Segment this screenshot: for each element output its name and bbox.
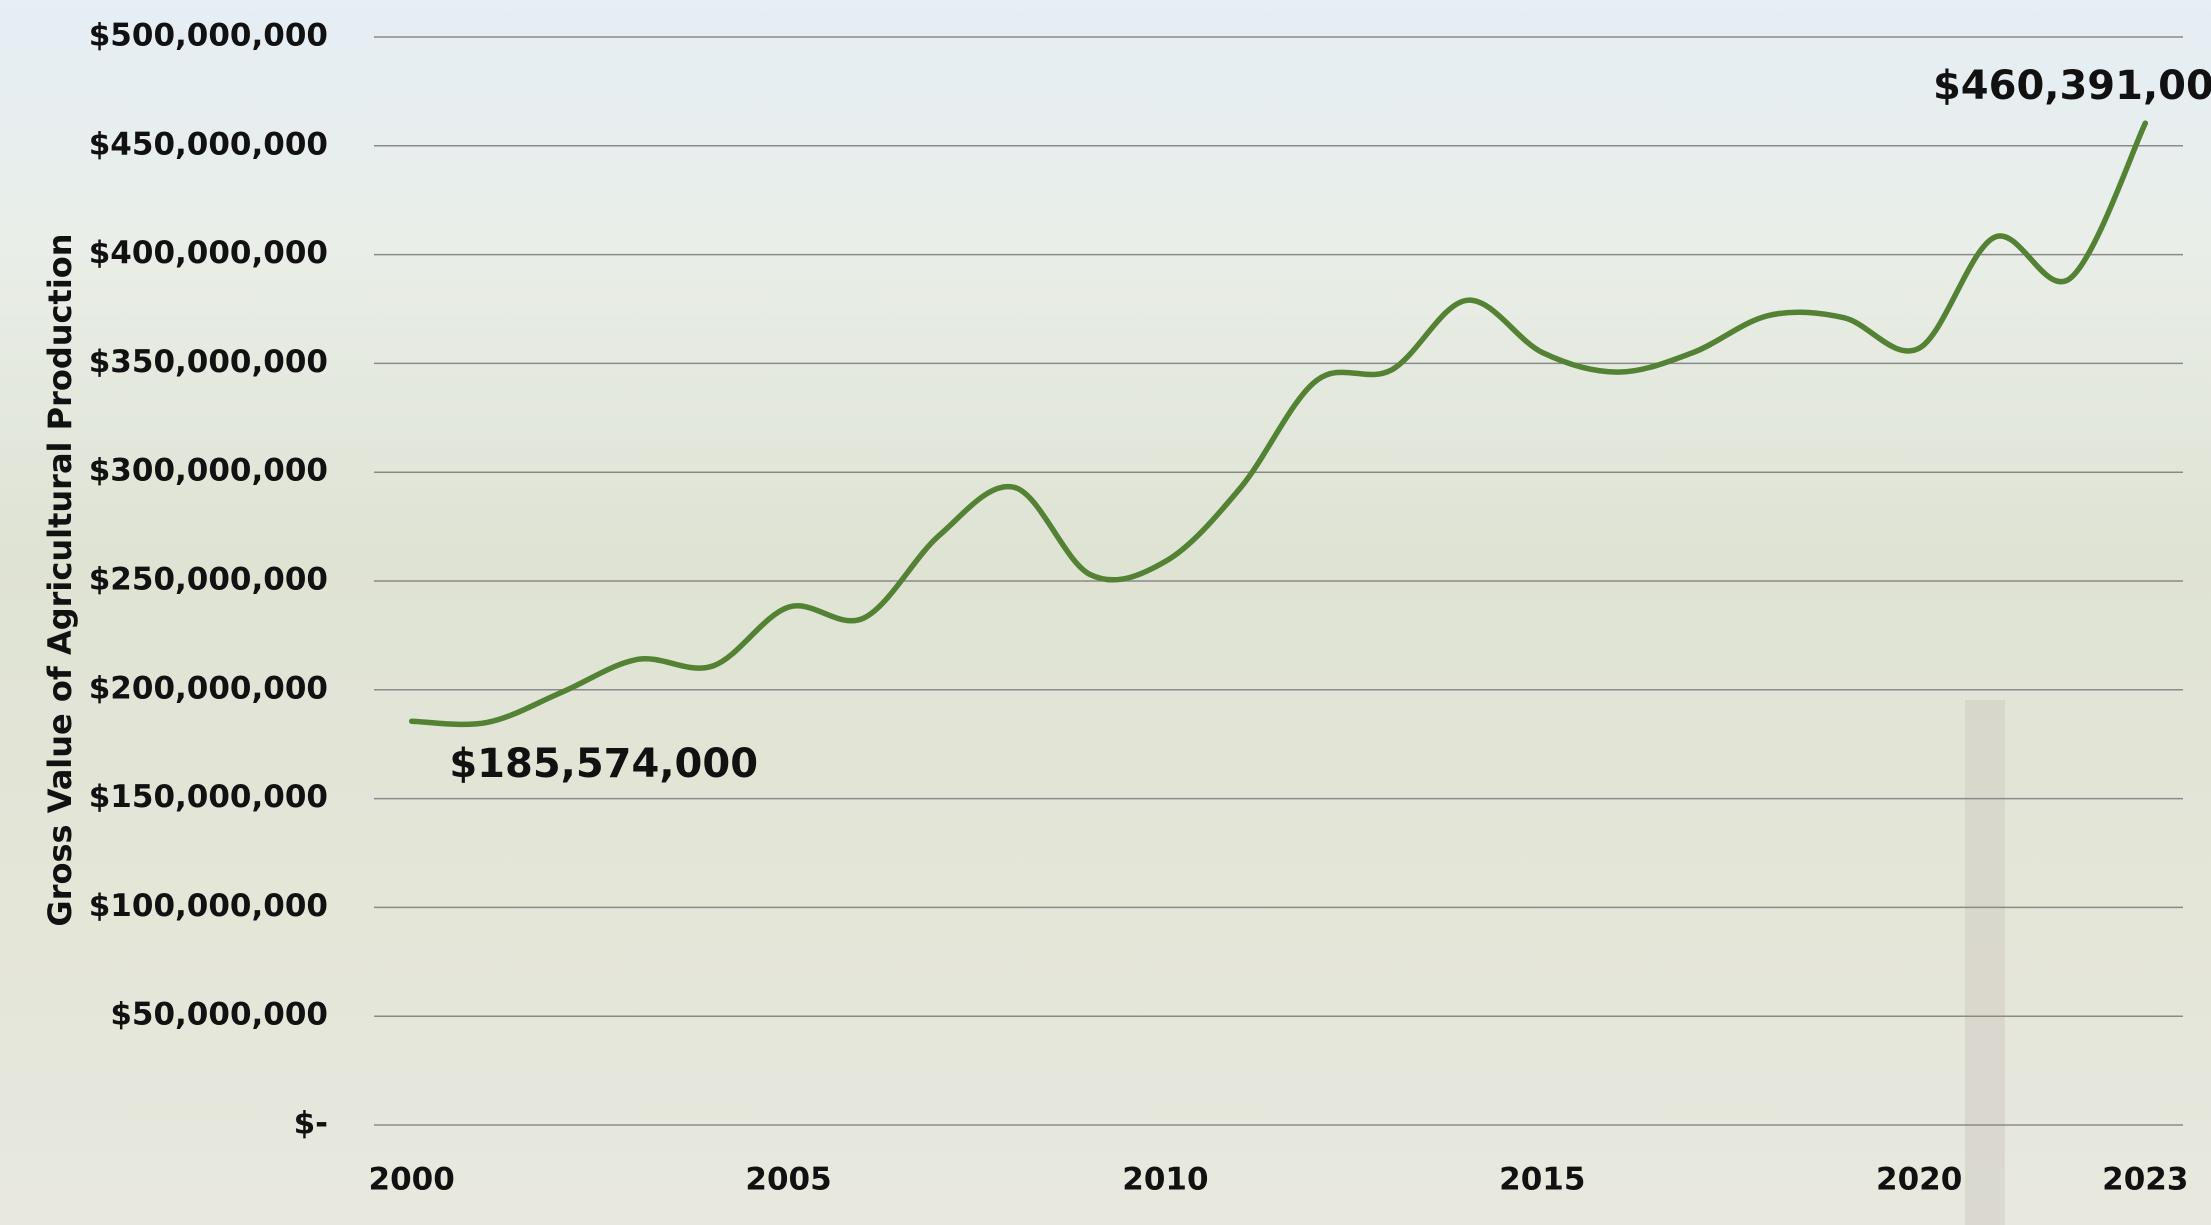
fence-post bbox=[1965, 700, 2005, 1225]
x-tick-label: 2020 bbox=[1876, 1162, 1962, 1198]
y-tick-label: $350,000,000 bbox=[89, 344, 328, 380]
page: Gross Value of Agricultural Production $… bbox=[0, 0, 2211, 1225]
background bbox=[0, 0, 2211, 1225]
x-tick-label: 2015 bbox=[1499, 1162, 1585, 1198]
y-tick-label: $400,000,000 bbox=[89, 235, 328, 271]
y-tick-label: $250,000,000 bbox=[89, 562, 328, 598]
x-tick-label: 2000 bbox=[369, 1162, 455, 1198]
chart: Gross Value of Agricultural Production $… bbox=[0, 0, 2211, 1225]
y-tick-label: $150,000,000 bbox=[89, 779, 328, 815]
y-tick-label: $- bbox=[294, 1106, 328, 1142]
data-label: $460,391,000 bbox=[1933, 63, 2211, 109]
x-tick-label: 2005 bbox=[745, 1162, 831, 1198]
y-tick-label: $100,000,000 bbox=[89, 888, 328, 924]
y-tick-label: $200,000,000 bbox=[89, 670, 328, 706]
data-label: $185,574,000 bbox=[449, 741, 758, 787]
y-tick-label: $300,000,000 bbox=[89, 453, 328, 489]
y-tick-label: $50,000,000 bbox=[110, 997, 328, 1033]
x-tick-label: 2023 bbox=[2102, 1162, 2188, 1198]
x-tick-label: 2010 bbox=[1122, 1162, 1208, 1198]
y-tick-label: $450,000,000 bbox=[89, 126, 328, 162]
y-tick-label: $500,000,000 bbox=[89, 18, 328, 54]
y-axis-title: Gross Value of Agricultural Production bbox=[41, 233, 79, 926]
